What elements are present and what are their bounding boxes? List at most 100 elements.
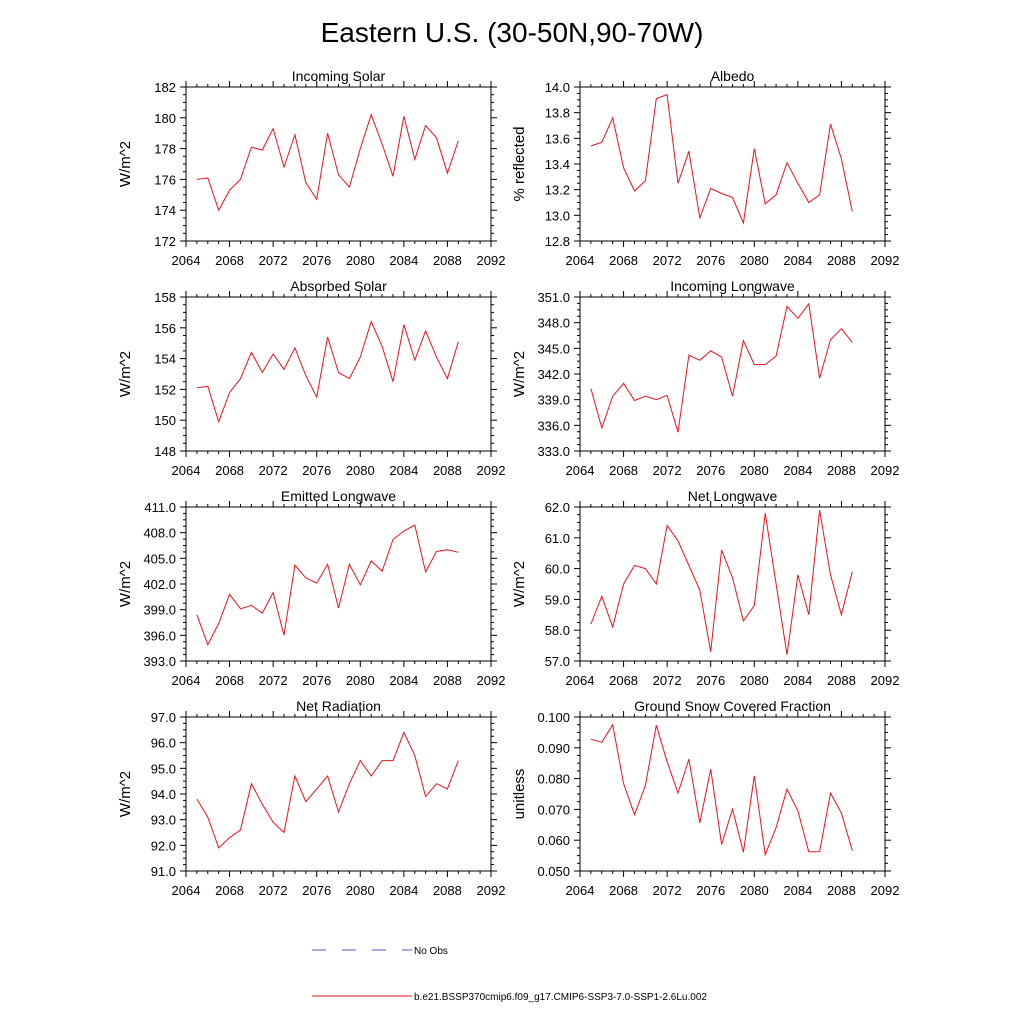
y-tick-label: 13.8 xyxy=(545,106,570,121)
y-axis-label: W/m^2 xyxy=(511,351,528,397)
x-tick-label: 2076 xyxy=(302,463,331,478)
x-tick-label: 2064 xyxy=(566,463,595,478)
y-tick-label: 150 xyxy=(154,413,176,428)
x-tick-label: 2072 xyxy=(259,883,288,898)
y-tick-label: 174 xyxy=(154,203,176,218)
panel-title: Net Longwave xyxy=(688,488,778,504)
x-tick-label: 2088 xyxy=(827,883,856,898)
y-tick-label: 12.8 xyxy=(545,234,570,249)
y-tick-label: 176 xyxy=(154,172,176,187)
plot-frame xyxy=(185,86,492,242)
x-tick-label: 2084 xyxy=(389,253,418,268)
series-line xyxy=(196,113,459,212)
panel-title: Absorbed Solar xyxy=(290,278,387,294)
x-tick-label: 2072 xyxy=(653,463,682,478)
x-tick-label: 2072 xyxy=(259,463,288,478)
y-tick-label: 61.0 xyxy=(545,531,570,546)
panel-net-longwave: Net Longwave 2064 2068 2072 2076 2080 2084 2088… xyxy=(511,488,899,688)
x-tick-label: 2068 xyxy=(609,253,638,268)
y-tick-label: 152 xyxy=(154,382,176,397)
panel-incoming-solar: Incoming Solar 2064 2068 2072 2076 2080 2084 20… xyxy=(117,68,505,268)
legend-label-no-obs: No Obs xyxy=(414,946,448,957)
x-tick-label: 2072 xyxy=(653,253,682,268)
x-tick-label: 2076 xyxy=(696,253,725,268)
y-axis-label: % reflected xyxy=(511,126,528,201)
plot-frame xyxy=(579,716,886,872)
y-tick-label: 148 xyxy=(154,444,176,459)
plot-frame xyxy=(579,506,886,662)
panel-absorbed-solar: Absorbed Solar 2064 2068 2072 2076 2080 2084 20… xyxy=(117,278,505,478)
y-tick-label: 408.0 xyxy=(143,526,176,541)
y-tick-label: 0.060 xyxy=(537,833,570,848)
panel-net-radiation: Net Radiation 2064 2068 2072 2076 2080 2084 208… xyxy=(117,698,505,898)
panel-grid: Incoming Solar 2064 2068 2072 2076 2080 2084 20… xyxy=(117,68,899,898)
y-tick-label: 58.0 xyxy=(545,623,570,638)
y-tick-label: 351.0 xyxy=(537,290,570,305)
x-tick-label: 2080 xyxy=(740,883,769,898)
x-tick-label: 2092 xyxy=(871,883,900,898)
x-tick-label: 2072 xyxy=(259,673,288,688)
y-tick-label: 57.0 xyxy=(545,654,570,669)
panel-ground-snow-covered-fraction: Ground Snow Covered Fraction 2064 2068 2072… xyxy=(511,698,899,898)
panel-title: Incoming Longwave xyxy=(670,278,795,294)
x-tick-label: 2092 xyxy=(477,673,506,688)
panel-title: Net Radiation xyxy=(296,698,381,714)
y-tick-label: 178 xyxy=(154,142,176,157)
y-tick-label: 402.0 xyxy=(143,577,176,592)
y-tick-label: 0.090 xyxy=(537,741,570,756)
y-tick-label: 62.0 xyxy=(545,500,570,515)
y-tick-label: 59.0 xyxy=(545,592,570,607)
legend: No Obs b.e21.BSSP370cmip6.f09_g17.CMIP6-S… xyxy=(312,946,707,1003)
main-title: Eastern U.S. (30-50N,90-70W) xyxy=(321,17,704,48)
y-tick-label: 13.6 xyxy=(545,131,570,146)
x-tick-label: 2068 xyxy=(215,253,244,268)
x-tick-label: 2084 xyxy=(783,883,812,898)
y-tick-label: 156 xyxy=(154,321,176,336)
x-tick-label: 2064 xyxy=(172,883,201,898)
y-tick-label: 342.0 xyxy=(537,367,570,382)
x-tick-label: 2092 xyxy=(871,463,900,478)
series-line xyxy=(196,731,459,849)
y-axis-label: unitless xyxy=(511,769,528,820)
x-tick-label: 2076 xyxy=(696,883,725,898)
y-tick-label: 154 xyxy=(154,352,176,367)
x-tick-label: 2084 xyxy=(389,463,418,478)
series-line xyxy=(590,510,853,655)
x-tick-label: 2084 xyxy=(783,253,812,268)
x-tick-label: 2080 xyxy=(740,673,769,688)
y-tick-label: 180 xyxy=(154,111,176,126)
y-tick-label: 0.080 xyxy=(537,772,570,787)
panel-incoming-longwave: Incoming Longwave 2064 2068 2072 2076 2080 208… xyxy=(511,278,899,478)
plot-frame xyxy=(579,296,886,452)
x-tick-label: 2084 xyxy=(783,673,812,688)
y-tick-label: 172 xyxy=(154,234,176,249)
y-tick-label: 348.0 xyxy=(537,316,570,331)
x-tick-label: 2068 xyxy=(609,883,638,898)
x-tick-label: 2064 xyxy=(566,883,595,898)
y-tick-label: 0.050 xyxy=(537,864,570,879)
plot-frame xyxy=(579,86,886,242)
x-tick-label: 2080 xyxy=(740,253,769,268)
x-tick-label: 2092 xyxy=(477,463,506,478)
y-axis-label: W/m^2 xyxy=(117,351,134,397)
x-tick-label: 2084 xyxy=(389,883,418,898)
y-tick-label: 158 xyxy=(154,290,176,305)
y-axis-label: W/m^2 xyxy=(117,771,134,817)
y-tick-label: 399.0 xyxy=(143,603,176,618)
y-tick-label: 336.0 xyxy=(537,418,570,433)
panel-title: Ground Snow Covered Fraction xyxy=(634,698,831,714)
x-tick-label: 2088 xyxy=(433,463,462,478)
y-tick-label: 396.0 xyxy=(143,628,176,643)
x-tick-label: 2064 xyxy=(172,253,201,268)
legend-label-model: b.e21.BSSP370cmip6.f09_g17.CMIP6-SSP3-7.… xyxy=(414,992,707,1003)
series-line xyxy=(590,302,853,433)
x-tick-label: 2068 xyxy=(609,463,638,478)
y-tick-label: 60.0 xyxy=(545,562,570,577)
series-line xyxy=(590,94,853,225)
x-tick-label: 2068 xyxy=(215,883,244,898)
plot-frame xyxy=(185,716,492,872)
x-tick-label: 2068 xyxy=(215,463,244,478)
y-tick-label: 0.070 xyxy=(537,802,570,817)
x-tick-label: 2076 xyxy=(302,253,331,268)
